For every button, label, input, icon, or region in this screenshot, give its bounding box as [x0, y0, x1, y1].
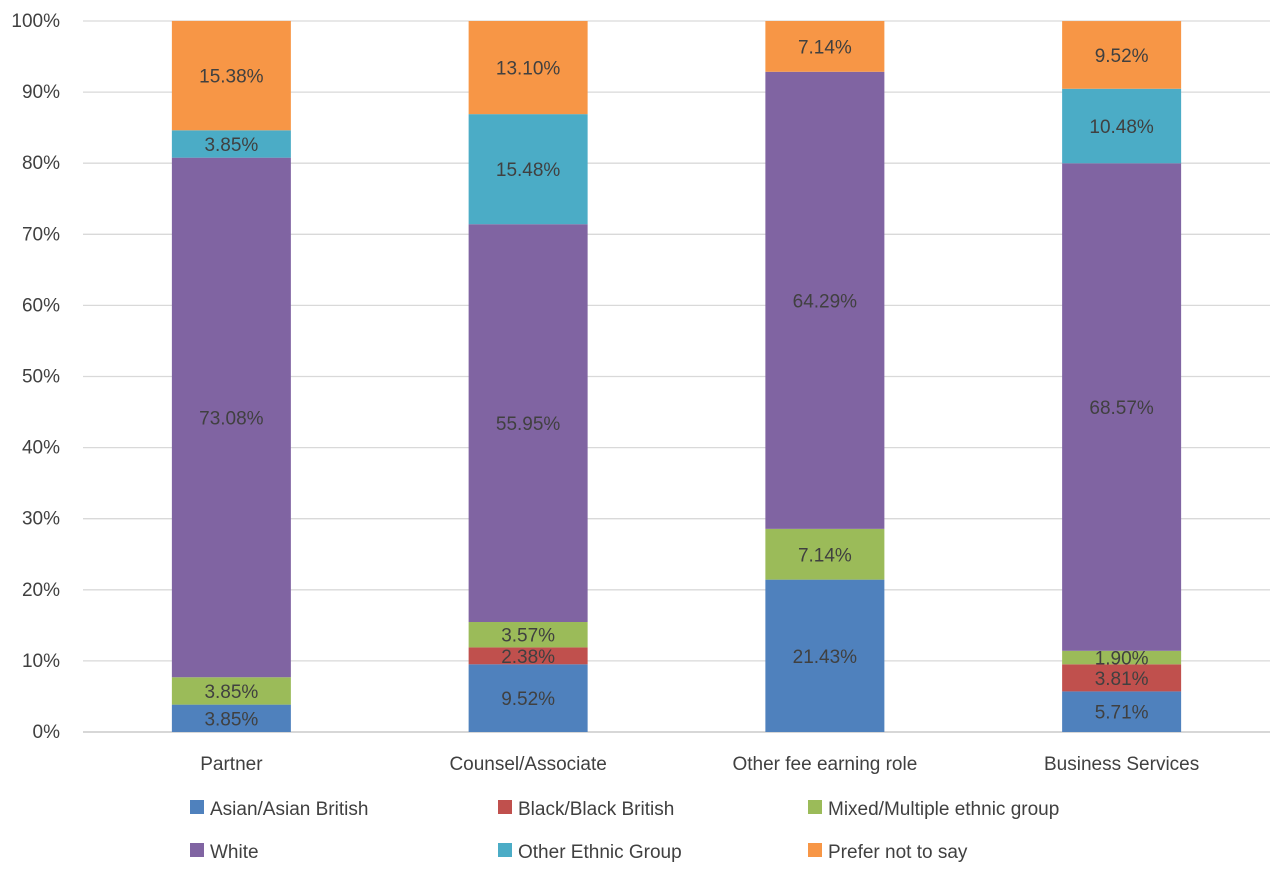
legend-label: Mixed/Multiple ethnic group [828, 799, 1059, 820]
x-category-label: Business Services [1044, 754, 1199, 775]
y-tick-label: 60% [22, 295, 60, 316]
data-label: 7.14% [798, 37, 852, 58]
data-label: 15.38% [199, 67, 264, 88]
bar-segment [171, 704, 291, 732]
y-tick-label: 100% [11, 11, 60, 32]
legend-label: Prefer not to say [828, 842, 968, 863]
x-category-label: Counsel/Associate [449, 754, 606, 775]
legend: Asian/Asian British Black/Black British Mi… [190, 799, 1059, 863]
bar-segment [1062, 88, 1182, 164]
bar-segment [1062, 21, 1182, 89]
data-label: 3.85% [204, 135, 258, 156]
y-tick-label: 80% [22, 153, 60, 174]
legend-item: Other Ethnic Group [498, 842, 682, 863]
bar-segment [171, 157, 291, 678]
bar-segment [1062, 664, 1182, 692]
data-label: 7.14% [798, 545, 852, 566]
legend-swatch [498, 800, 512, 814]
bar-segment [468, 622, 588, 648]
data-label: 3.85% [204, 682, 258, 703]
data-label: 13.10% [496, 59, 561, 80]
data-label: 3.57% [501, 626, 555, 647]
y-tick-label: 10% [22, 651, 60, 672]
bar-segment [765, 528, 885, 580]
data-label: 73.08% [199, 408, 264, 429]
legend-label: Asian/Asian British [210, 799, 368, 820]
legend-swatch [190, 800, 204, 814]
y-tick-label: 30% [22, 509, 60, 530]
legend-item: Black/Black British [498, 799, 674, 820]
y-tick-label: 40% [22, 438, 60, 459]
y-tick-label: 20% [22, 580, 60, 601]
bar-segment [468, 647, 588, 665]
data-label: 5.71% [1095, 703, 1149, 724]
legend-label: Black/Black British [518, 799, 674, 820]
y-axis: 0% 10% 20% 30% 40% 50% 60% 70% 80% 90% 100% [11, 11, 60, 743]
legend-swatch [808, 843, 822, 857]
bar-segment [468, 224, 588, 623]
legend-swatch [498, 843, 512, 857]
bar-segment [1062, 163, 1182, 651]
legend-item: Mixed/Multiple ethnic group [808, 799, 1059, 820]
legend-swatch [190, 843, 204, 857]
data-label: 1.90% [1095, 649, 1149, 670]
bar-segment [468, 114, 588, 225]
legend-item: White [190, 842, 259, 863]
data-label: 21.43% [793, 647, 858, 668]
bar-segment [765, 71, 885, 529]
y-tick-label: 90% [22, 82, 60, 103]
data-label: 15.48% [496, 160, 561, 181]
bar-segment [765, 579, 885, 732]
legend-swatch [808, 800, 822, 814]
bar-segment [1062, 691, 1182, 732]
y-tick-label: 70% [22, 224, 60, 245]
legend-item: Asian/Asian British [190, 799, 368, 820]
data-label: 68.57% [1089, 398, 1154, 419]
bars [171, 20, 1182, 732]
x-axis: Partner Counsel/Associate Other fee earnin… [200, 754, 1199, 775]
x-category-label: Other fee earning role [732, 754, 917, 775]
data-label: 9.52% [1095, 46, 1149, 67]
legend-item: Prefer not to say [808, 842, 968, 863]
legend-label: White [210, 842, 259, 863]
legend-label: Other Ethnic Group [518, 842, 682, 863]
bar-segment [1062, 650, 1182, 665]
data-label: 2.38% [501, 647, 555, 668]
data-label: 3.85% [204, 709, 258, 730]
bar-segment [171, 130, 291, 158]
bar-segment [468, 664, 588, 732]
data-label: 3.81% [1095, 669, 1149, 690]
data-label: 10.48% [1089, 117, 1154, 138]
bar-segment [171, 677, 291, 705]
bar-segment [171, 20, 291, 131]
bar-segment [468, 21, 588, 115]
data-label: 55.95% [496, 414, 561, 435]
y-tick-label: 50% [22, 367, 60, 388]
bar-segment [765, 21, 885, 72]
data-label: 64.29% [793, 291, 858, 312]
data-labels: 3.85% 3.85% 73.08% 3.85% 15.38% 9.52% 2.38%3.5… [199, 37, 1154, 730]
x-category-label: Partner [200, 754, 263, 775]
data-label: 9.52% [501, 689, 555, 710]
y-tick-label: 0% [33, 722, 61, 743]
